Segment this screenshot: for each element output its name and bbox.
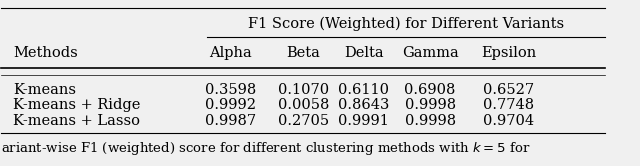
Text: 0.9998: 0.9998 [404,114,456,128]
Text: K-means + Ridge: K-means + Ridge [13,98,141,113]
Text: Methods: Methods [13,46,78,60]
Text: 0.8643: 0.8643 [338,98,389,113]
Text: 0.6110: 0.6110 [338,83,389,97]
Text: 0.0058: 0.0058 [278,98,329,113]
Text: 0.2705: 0.2705 [278,114,329,128]
Text: 0.9704: 0.9704 [483,114,534,128]
Text: Alpha: Alpha [209,46,252,60]
Text: Delta: Delta [344,46,383,60]
Text: 0.6908: 0.6908 [404,83,456,97]
Text: 0.3598: 0.3598 [205,83,257,97]
Text: Epsilon: Epsilon [481,46,536,60]
Text: 0.9987: 0.9987 [205,114,257,128]
Text: 0.9992: 0.9992 [205,98,257,113]
Text: 0.1070: 0.1070 [278,83,329,97]
Text: 0.7748: 0.7748 [483,98,534,113]
Text: K-means + Lasso: K-means + Lasso [13,114,140,128]
Text: ariant-wise F1 (weighted) score for different clustering methods with $k = 5$ fo: ariant-wise F1 (weighted) score for diff… [1,140,531,157]
Text: Gamma: Gamma [402,46,458,60]
Text: 0.6527: 0.6527 [483,83,534,97]
Text: Beta: Beta [286,46,320,60]
Text: K-means: K-means [13,83,76,97]
Text: 0.9991: 0.9991 [339,114,389,128]
Text: F1 Score (Weighted) for Different Variants: F1 Score (Weighted) for Different Varian… [248,17,564,31]
Text: 0.9998: 0.9998 [404,98,456,113]
